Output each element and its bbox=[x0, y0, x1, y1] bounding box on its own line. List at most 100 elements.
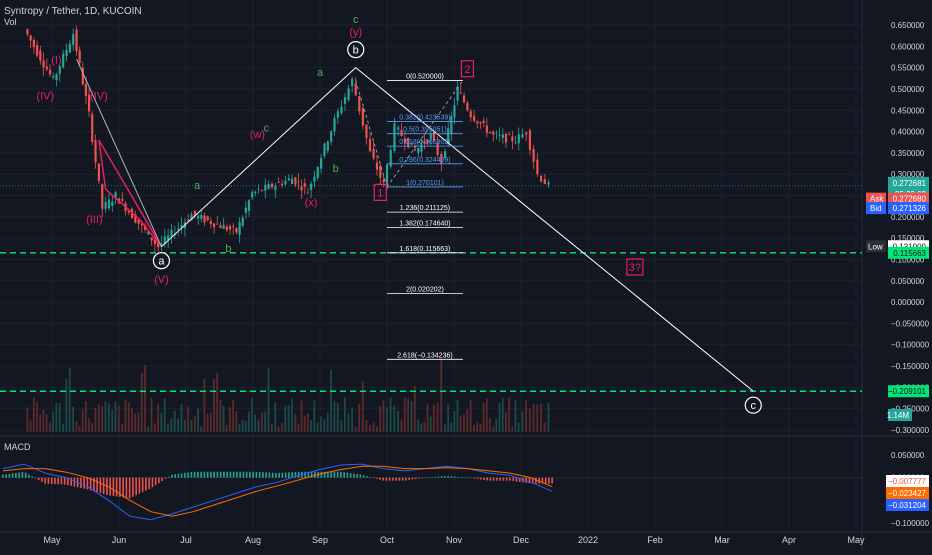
volume-bar bbox=[88, 418, 90, 432]
fib-trend bbox=[386, 80, 464, 188]
macd-histogram-bar bbox=[466, 477, 469, 479]
macd-histogram-bar bbox=[210, 471, 212, 478]
macd-histogram-bar bbox=[499, 477, 501, 481]
price-tick-label: −0.300000 bbox=[891, 426, 930, 435]
candle-body bbox=[340, 106, 343, 114]
macd-histogram-bar bbox=[223, 471, 225, 478]
candle-body bbox=[45, 66, 48, 70]
volume-bar bbox=[68, 367, 71, 432]
volume-bar bbox=[193, 415, 196, 432]
macd-histogram-bar bbox=[457, 476, 459, 478]
volume-bar bbox=[429, 416, 432, 432]
volume-tag: 1.14M bbox=[887, 411, 910, 420]
macd-histogram-bar bbox=[518, 477, 521, 482]
volume-bar bbox=[303, 415, 306, 432]
volume-bar bbox=[222, 405, 225, 432]
macd-histogram-bar bbox=[356, 474, 358, 478]
price-tick-label: 0.600000 bbox=[891, 42, 925, 51]
volume-bar bbox=[281, 422, 283, 432]
macd-histogram-bar bbox=[177, 473, 180, 478]
macd-histogram-bar bbox=[486, 477, 488, 481]
last-price-tag-bg bbox=[888, 176, 929, 189]
macd-histogram-bar bbox=[125, 477, 128, 498]
volume-bar bbox=[177, 418, 179, 432]
volume-bar bbox=[121, 424, 124, 432]
candle-body bbox=[55, 74, 58, 81]
macd-readout-bg bbox=[886, 475, 929, 487]
macd-histogram-bar bbox=[304, 471, 306, 478]
candle-body bbox=[251, 192, 254, 198]
candle-body bbox=[379, 165, 382, 178]
macd-histogram-bar bbox=[372, 477, 375, 479]
macd-histogram-bar bbox=[359, 474, 362, 478]
fib-label: 0.618(0.365902) bbox=[399, 139, 450, 146]
macd-histogram-bar bbox=[180, 473, 183, 478]
candle-body bbox=[284, 180, 287, 185]
macd-histogram-bar bbox=[31, 476, 33, 478]
macd-histogram-bar bbox=[278, 472, 280, 478]
price-tick-label: 0.450000 bbox=[891, 106, 925, 115]
volume-bar bbox=[29, 420, 32, 432]
volume-bar bbox=[238, 423, 241, 432]
macd-histogram-bar bbox=[310, 471, 313, 478]
wave-label: c bbox=[264, 123, 270, 135]
candle-body bbox=[443, 151, 447, 158]
macd-histogram-bar bbox=[434, 476, 436, 478]
volume-bar bbox=[320, 416, 322, 432]
volume-bar bbox=[91, 422, 93, 432]
price-tick-label: 0.550000 bbox=[891, 64, 925, 73]
candle-body bbox=[294, 177, 297, 185]
macd-histogram-bar bbox=[314, 471, 316, 478]
price-tick-label: 0.300000 bbox=[891, 170, 925, 179]
macd-histogram-bar bbox=[187, 472, 189, 478]
wave-label: (V) bbox=[154, 274, 169, 286]
macd-histogram-bar bbox=[483, 477, 485, 480]
macd-histogram-bar bbox=[154, 477, 157, 486]
macd-histogram-bar bbox=[411, 477, 414, 480]
candle-body bbox=[190, 214, 193, 221]
candle-body bbox=[68, 43, 71, 53]
volume-bar bbox=[323, 419, 326, 432]
macd-histogram-bar bbox=[353, 473, 355, 478]
volume-bar bbox=[508, 397, 510, 432]
candle-body bbox=[485, 125, 488, 133]
candle-body bbox=[528, 130, 532, 151]
volume-bar bbox=[144, 364, 146, 432]
volume-bar bbox=[347, 413, 350, 432]
macd-histogram-bar bbox=[362, 475, 365, 478]
volume-bar bbox=[410, 401, 413, 432]
volume-bar bbox=[104, 401, 107, 432]
candle-body bbox=[336, 111, 339, 118]
macd-histogram-bar bbox=[200, 471, 202, 478]
volume-bar bbox=[291, 398, 293, 432]
price-axis: 0.650000 0.600000 0.550000 0.500000 0.450000… bbox=[866, 21, 930, 435]
candle-body bbox=[361, 107, 364, 126]
volume-bar bbox=[456, 400, 459, 432]
candle-body bbox=[127, 211, 130, 213]
wave-label: b bbox=[225, 243, 231, 255]
macd-histogram-bar bbox=[262, 472, 264, 478]
macd-histogram-bar bbox=[291, 472, 293, 478]
macd-histogram-bar bbox=[327, 471, 329, 478]
volume-bar bbox=[124, 399, 127, 432]
volume-bar bbox=[514, 399, 517, 432]
fib-label: 0(0.520000) bbox=[406, 73, 444, 80]
boxed-wave bbox=[626, 258, 644, 276]
fib-label: 0.5(0.395051) bbox=[403, 127, 447, 134]
volume-bar bbox=[528, 408, 531, 432]
volume-bar bbox=[75, 421, 78, 432]
macd-histogram-bar bbox=[349, 473, 352, 478]
volume-bar bbox=[365, 419, 368, 432]
volume-bar bbox=[114, 401, 117, 432]
macd-histogram-bar bbox=[249, 471, 251, 478]
macd-histogram-bar bbox=[167, 476, 170, 478]
candle-body bbox=[417, 147, 420, 153]
volume-bar bbox=[81, 409, 84, 432]
volume-bar bbox=[270, 424, 273, 432]
candle-body bbox=[429, 133, 432, 139]
macd-histogram-bar bbox=[388, 477, 391, 481]
macd-histogram-bar bbox=[268, 472, 271, 478]
candle-body bbox=[114, 192, 117, 198]
